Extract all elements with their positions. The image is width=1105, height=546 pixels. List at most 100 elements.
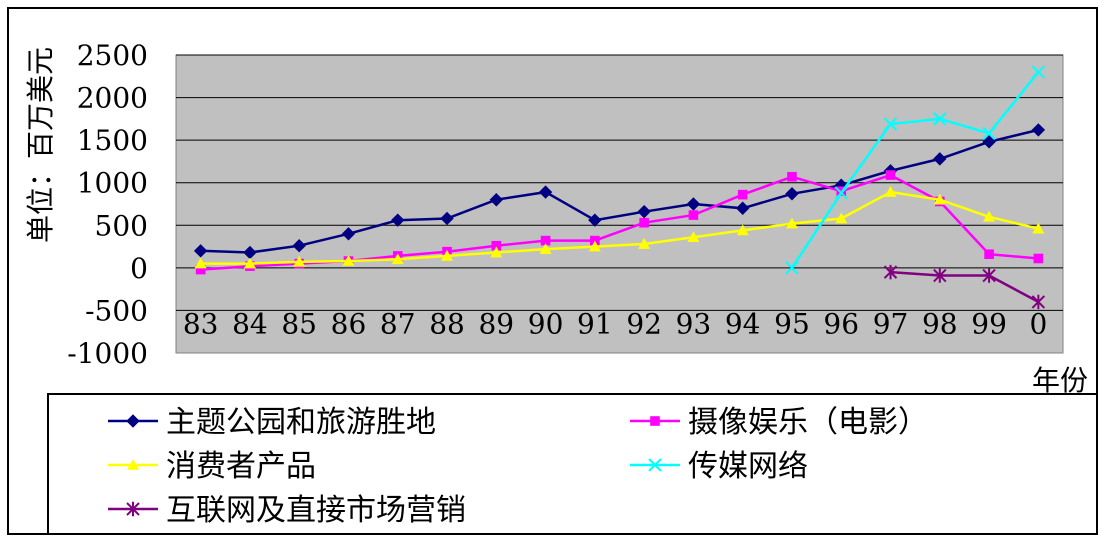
data-point — [1031, 294, 1046, 310]
x-tick-label: 87 — [380, 307, 416, 340]
data-point — [292, 239, 306, 253]
data-point — [391, 213, 405, 227]
data-point — [538, 185, 553, 199]
data-point — [194, 257, 207, 269]
x-tick-label: 91 — [577, 307, 613, 340]
data-point — [195, 264, 206, 275]
x-tick-label: 96 — [823, 307, 859, 340]
data-point — [736, 224, 749, 236]
y-axis-label: 单位：百万美元 — [24, 47, 57, 243]
y-tick-label: 2500 — [77, 39, 148, 72]
data-point — [787, 171, 797, 182]
data-point — [637, 204, 651, 219]
legend-item: 传媒网络 — [630, 449, 808, 484]
data-point — [1032, 222, 1045, 234]
x-tick-label: 90 — [528, 307, 564, 340]
data-point — [341, 227, 356, 241]
series — [193, 123, 1046, 260]
data-point — [984, 249, 994, 260]
y-tick-label: -1000 — [67, 337, 148, 370]
data-point — [884, 186, 897, 197]
x-tick-label: 97 — [873, 307, 909, 340]
series-line — [790, 71, 1040, 269]
x-tick-label: 95 — [774, 307, 810, 340]
x-tick-label: 94 — [725, 307, 761, 340]
series — [194, 186, 1045, 269]
grid-lines — [176, 54, 1063, 311]
x-tick-label: 84 — [232, 307, 268, 340]
data-point — [1031, 65, 1046, 79]
data-point — [648, 458, 662, 472]
series-lines — [193, 65, 1046, 310]
data-point — [441, 249, 454, 261]
data-point — [126, 414, 140, 428]
data-point — [639, 217, 649, 228]
x-tick-label: 88 — [429, 307, 465, 340]
series — [785, 65, 1046, 275]
data-point — [1031, 123, 1046, 137]
x-tick-label: 83 — [183, 307, 219, 340]
y-tick-labels: 2500 2000 1500 1000 500 0 -500 -1000 — [67, 39, 148, 370]
data-point — [588, 240, 601, 252]
legend-label: 主题公园和旅游胜地 — [166, 405, 436, 440]
x-tick-label: 85 — [281, 307, 317, 340]
data-point — [489, 193, 504, 207]
data-point — [933, 268, 947, 283]
series — [883, 264, 1046, 310]
legend-label: 互联网及直接市场营销 — [166, 493, 466, 528]
data-point — [243, 257, 256, 269]
x-tick-label: 99 — [971, 307, 1007, 340]
data-point — [885, 170, 896, 180]
data-point — [638, 238, 651, 249]
data-point — [440, 211, 454, 226]
data-point — [785, 261, 799, 275]
y-tick-label: 0 — [130, 252, 148, 285]
legend-label: 消费者产品 — [166, 449, 316, 484]
data-point — [491, 240, 502, 251]
data-point — [785, 187, 799, 201]
y-tick-label: 2000 — [77, 82, 148, 115]
series-line — [890, 270, 1039, 304]
data-point — [539, 243, 552, 254]
data-point — [982, 135, 996, 149]
data-point — [883, 117, 898, 131]
x-axis-label: 年份 — [1032, 364, 1088, 397]
data-point — [686, 197, 701, 211]
legend-item: 互联网及直接市场营销 — [108, 493, 466, 528]
legend-box — [47, 393, 1098, 535]
data-point — [982, 126, 996, 141]
legend-item: 主题公园和旅游胜地 — [108, 405, 436, 440]
x-tick-labels: 83 84 85 86 87 88 89 90 91 92 93 94 95 96 97 98 99 0 — [183, 307, 1047, 340]
data-point — [650, 416, 660, 426]
data-point — [588, 213, 602, 227]
legend-label: 传媒网络 — [688, 449, 808, 484]
data-point — [735, 201, 750, 215]
data-point — [883, 264, 898, 280]
data-point — [835, 212, 848, 224]
y-tick-label: 1500 — [77, 124, 148, 157]
legend-label: 摄像娱乐（电影） — [688, 405, 928, 440]
data-point — [1033, 253, 1044, 264]
series-line — [200, 190, 1039, 265]
data-point — [391, 253, 404, 265]
x-tick-label: 0 — [1029, 307, 1047, 340]
data-point — [687, 231, 700, 243]
data-point — [933, 152, 947, 166]
plot-area — [175, 54, 1064, 354]
series-line — [200, 128, 1039, 254]
x-tick-label: 92 — [626, 307, 662, 340]
legend-item: 消费者产品 — [108, 449, 316, 484]
data-point — [126, 501, 140, 517]
data-point — [342, 255, 355, 266]
data-point — [490, 246, 503, 258]
data-point — [933, 112, 947, 126]
y-tick-label: -500 — [85, 294, 148, 327]
x-tick-label: 93 — [676, 307, 712, 340]
data-point — [540, 235, 551, 246]
data-point — [983, 210, 996, 222]
x-tick-label: 98 — [922, 307, 958, 340]
data-point — [737, 189, 748, 200]
